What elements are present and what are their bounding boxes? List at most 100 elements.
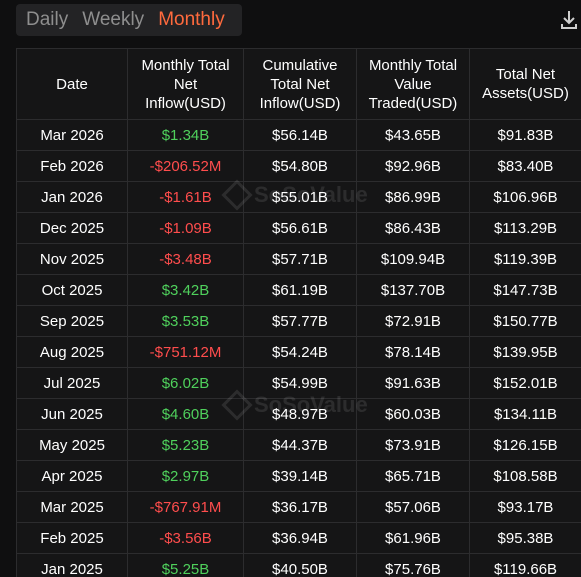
table-row[interactable]: Feb 2025 -$3.56B $36.94B $61.96B $95.38B xyxy=(16,522,581,554)
cell-date: Sep 2025 xyxy=(16,305,128,337)
cell-date: Apr 2025 xyxy=(16,460,128,492)
header-date[interactable]: Date xyxy=(16,48,128,120)
cell-date: Jul 2025 xyxy=(16,367,128,399)
cell-value-traded: $86.99B xyxy=(356,181,470,213)
cell-monthly-inflow: -$3.56B xyxy=(127,522,244,554)
cell-cumulative-inflow: $55.01B xyxy=(243,181,357,213)
cell-net-assets: $147.73B xyxy=(469,274,581,306)
cell-cumulative-inflow: $36.94B xyxy=(243,522,357,554)
cell-cumulative-inflow: $48.97B xyxy=(243,398,357,430)
tab-daily[interactable]: Daily xyxy=(26,9,69,30)
cell-monthly-inflow: $6.02B xyxy=(127,367,244,399)
table-row[interactable]: Jul 2025 $6.02B $54.99B $91.63B $152.01B xyxy=(16,367,581,399)
cell-cumulative-inflow: $40.50B xyxy=(243,553,357,577)
table-row[interactable]: Apr 2025 $2.97B $39.14B $65.71B $108.58B xyxy=(16,460,581,492)
cell-date: Mar 2025 xyxy=(16,491,128,523)
cell-date: Oct 2025 xyxy=(16,274,128,306)
cell-cumulative-inflow: $57.71B xyxy=(243,243,357,275)
cell-cumulative-inflow: $36.17B xyxy=(243,491,357,523)
cell-value-traded: $73.91B xyxy=(356,429,470,461)
cell-cumulative-inflow: $44.37B xyxy=(243,429,357,461)
cell-date: Feb 2025 xyxy=(16,522,128,554)
cell-monthly-inflow: -$1.09B xyxy=(127,212,244,244)
cell-net-assets: $93.17B xyxy=(469,491,581,523)
table-header-row: Date Monthly Total Net Inflow(USD) Cumul… xyxy=(16,48,581,120)
cell-net-assets: $119.39B xyxy=(469,243,581,275)
cell-net-assets: $139.95B xyxy=(469,336,581,368)
cell-monthly-inflow: -$1.61B xyxy=(127,181,244,213)
cell-cumulative-inflow: $57.77B xyxy=(243,305,357,337)
table-row[interactable]: Mar 2026 $1.34B $56.14B $43.65B $91.83B xyxy=(16,119,581,151)
cell-date: Jan 2025 xyxy=(16,553,128,577)
tab-weekly[interactable]: Weekly xyxy=(82,9,145,30)
cell-net-assets: $95.38B xyxy=(469,522,581,554)
cell-date: Mar 2026 xyxy=(16,119,128,151)
cell-monthly-inflow: $3.42B xyxy=(127,274,244,306)
cell-date: Dec 2025 xyxy=(16,212,128,244)
cell-value-traded: $57.06B xyxy=(356,491,470,523)
cell-value-traded: $137.70B xyxy=(356,274,470,306)
table-body: Mar 2026 $1.34B $56.14B $43.65B $91.83B Feb 2… xyxy=(16,119,581,577)
cell-net-assets: $83.40B xyxy=(469,150,581,182)
cell-cumulative-inflow: $56.61B xyxy=(243,212,357,244)
cell-net-assets: $108.58B xyxy=(469,460,581,492)
period-tabs: Daily Weekly Monthly xyxy=(16,4,242,36)
cell-cumulative-inflow: $54.99B xyxy=(243,367,357,399)
cell-value-traded: $61.96B xyxy=(356,522,470,554)
table-row[interactable]: Feb 2026 -$206.52M $54.80B $92.96B $83.40B xyxy=(16,150,581,182)
table-row[interactable]: Jun 2025 $4.60B $48.97B $60.03B $134.11B xyxy=(16,398,581,430)
cell-net-assets: $91.83B xyxy=(469,119,581,151)
cell-date: Nov 2025 xyxy=(16,243,128,275)
download-icon[interactable] xyxy=(561,10,577,30)
cell-value-traded: $60.03B xyxy=(356,398,470,430)
cell-net-assets: $113.29B xyxy=(469,212,581,244)
cell-cumulative-inflow: $61.19B xyxy=(243,274,357,306)
table-row[interactable]: Aug 2025 -$751.12M $54.24B $78.14B $139.95B xyxy=(16,336,581,368)
tab-monthly[interactable]: Monthly xyxy=(158,9,225,30)
data-panel: Date Monthly Total Net Inflow(USD) Cumul… xyxy=(16,48,581,577)
cell-monthly-inflow: $2.97B xyxy=(127,460,244,492)
header-monthly-inflow[interactable]: Monthly Total Net Inflow(USD) xyxy=(127,48,244,120)
cell-date: Jun 2025 xyxy=(16,398,128,430)
cell-value-traded: $92.96B xyxy=(356,150,470,182)
cell-value-traded: $43.65B xyxy=(356,119,470,151)
cell-value-traded: $109.94B xyxy=(356,243,470,275)
header-cumulative-inflow[interactable]: Cumulative Total Net Inflow(USD) xyxy=(243,48,357,120)
cell-monthly-inflow: -$206.52M xyxy=(127,150,244,182)
cell-net-assets: $106.96B xyxy=(469,181,581,213)
table-row[interactable]: Mar 2025 -$767.91M $36.17B $57.06B $93.17B xyxy=(16,491,581,523)
cell-net-assets: $150.77B xyxy=(469,305,581,337)
table-row[interactable]: Dec 2025 -$1.09B $56.61B $86.43B $113.29B xyxy=(16,212,581,244)
table-row[interactable]: Sep 2025 $3.53B $57.77B $72.91B $150.77B xyxy=(16,305,581,337)
cell-date: Jan 2026 xyxy=(16,181,128,213)
cell-date: Aug 2025 xyxy=(16,336,128,368)
cell-cumulative-inflow: $56.14B xyxy=(243,119,357,151)
cell-value-traded: $78.14B xyxy=(356,336,470,368)
cell-monthly-inflow: $4.60B xyxy=(127,398,244,430)
cell-monthly-inflow: $5.23B xyxy=(127,429,244,461)
cell-monthly-inflow: $3.53B xyxy=(127,305,244,337)
cell-date: Feb 2026 xyxy=(16,150,128,182)
cell-value-traded: $65.71B xyxy=(356,460,470,492)
table-row[interactable]: May 2025 $5.23B $44.37B $73.91B $126.15B xyxy=(16,429,581,461)
cell-monthly-inflow: $5.25B xyxy=(127,553,244,577)
cell-date: May 2025 xyxy=(16,429,128,461)
cell-net-assets: $126.15B xyxy=(469,429,581,461)
table-row[interactable]: Jan 2025 $5.25B $40.50B $75.76B $119.66B xyxy=(16,553,581,577)
cell-cumulative-inflow: $39.14B xyxy=(243,460,357,492)
table-row[interactable]: Jan 2026 -$1.61B $55.01B $86.99B $106.96B xyxy=(16,181,581,213)
table-row[interactable]: Oct 2025 $3.42B $61.19B $137.70B $147.73B xyxy=(16,274,581,306)
etf-flow-table: Date Monthly Total Net Inflow(USD) Cumul… xyxy=(16,48,581,577)
cell-value-traded: $86.43B xyxy=(356,212,470,244)
header-net-assets[interactable]: Total Net Assets(USD) xyxy=(469,48,581,120)
cell-monthly-inflow: $1.34B xyxy=(127,119,244,151)
cell-value-traded: $72.91B xyxy=(356,305,470,337)
table-row[interactable]: Nov 2025 -$3.48B $57.71B $109.94B $119.39B xyxy=(16,243,581,275)
cell-cumulative-inflow: $54.80B xyxy=(243,150,357,182)
cell-net-assets: $134.11B xyxy=(469,398,581,430)
cell-value-traded: $91.63B xyxy=(356,367,470,399)
cell-cumulative-inflow: $54.24B xyxy=(243,336,357,368)
header-value-traded[interactable]: Monthly Total Value Traded(USD) xyxy=(356,48,470,120)
cell-net-assets: $152.01B xyxy=(469,367,581,399)
cell-value-traded: $75.76B xyxy=(356,553,470,577)
